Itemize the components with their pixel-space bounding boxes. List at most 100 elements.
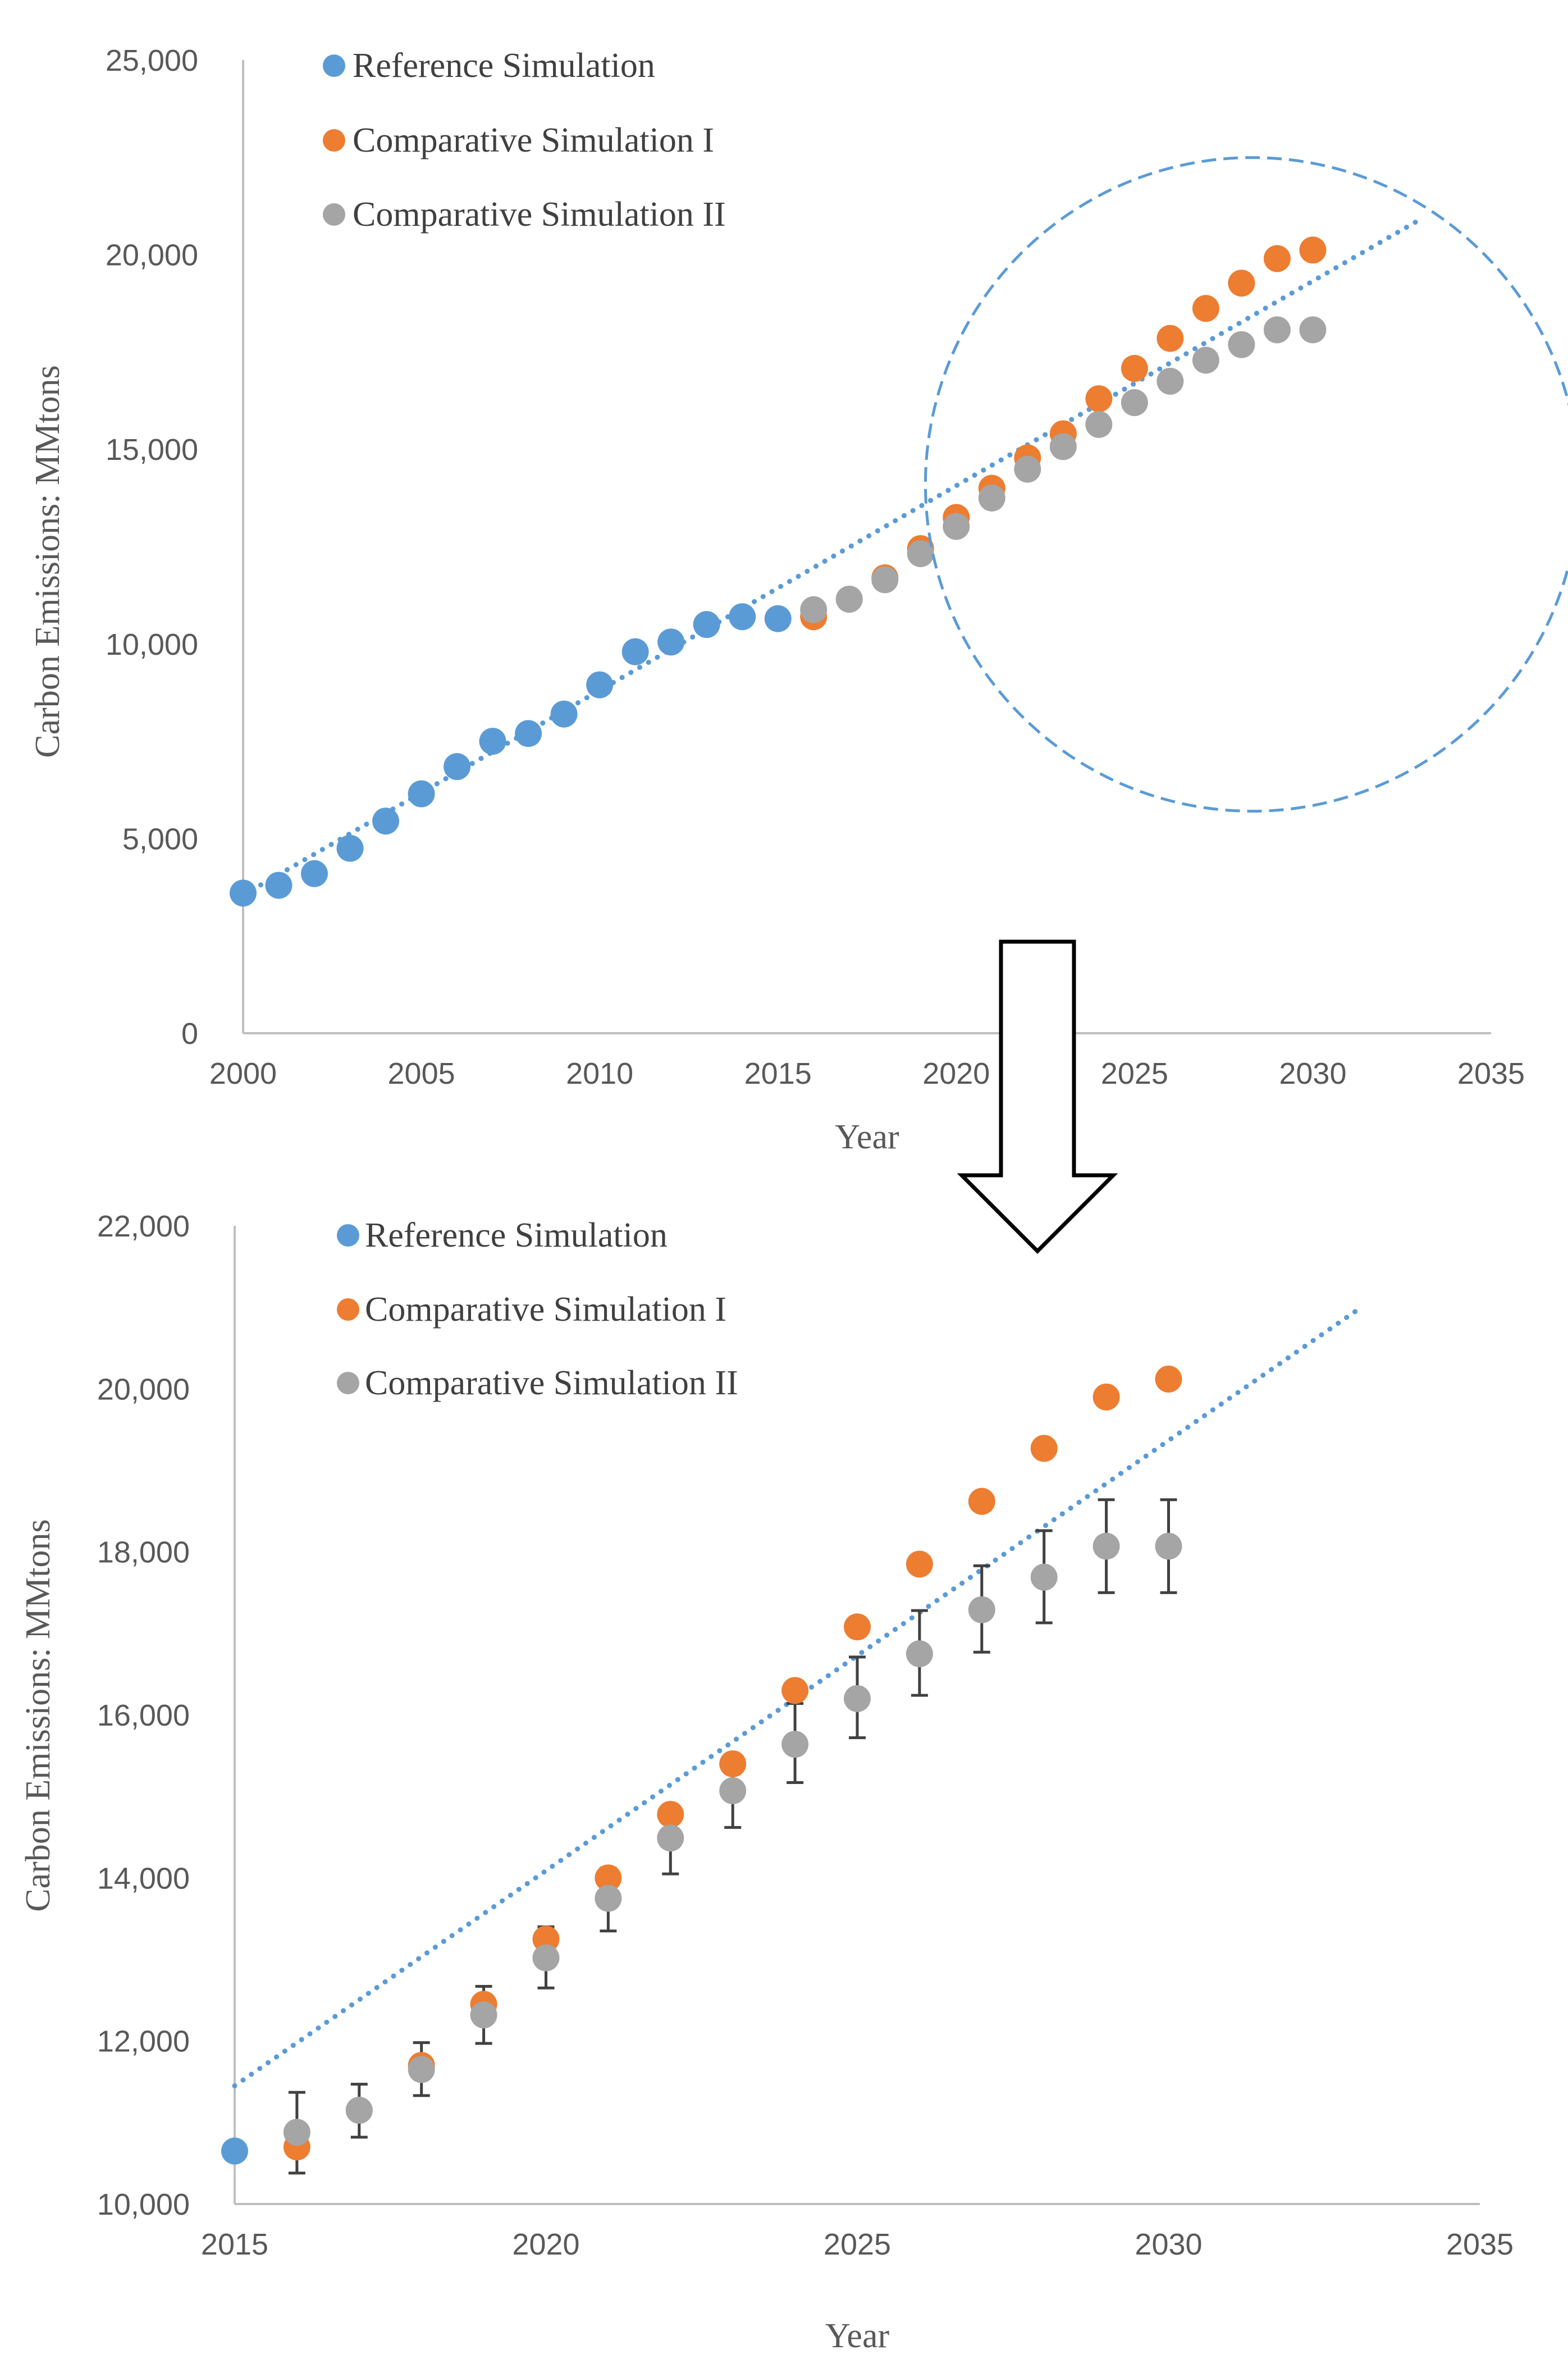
- data-point-comparative-simulation-ii: [408, 2056, 435, 2083]
- legend-label: Comparative Simulation I: [353, 121, 714, 159]
- y-tick-label: 20,000: [97, 1372, 190, 1406]
- y-tick-label: 20,000: [106, 239, 198, 272]
- down-arrow-icon: [957, 939, 1118, 1254]
- legend-marker-reference-simulation: [337, 1224, 359, 1247]
- x-tick-label: 2000: [209, 1057, 277, 1090]
- x-tick-label: 2035: [1457, 1057, 1525, 1090]
- data-point-comparative-simulation-i: [1228, 270, 1255, 297]
- data-point-reference-simulation: [301, 860, 328, 887]
- data-point-comparative-simulation-ii: [1299, 316, 1327, 344]
- x-tick-label: 2015: [201, 2228, 268, 2261]
- zoom-arrow: [957, 939, 1118, 1254]
- x-axis-title: Year: [825, 2317, 890, 2355]
- data-point-comparative-simulation-ii: [906, 1640, 933, 1668]
- data-point-reference-simulation: [515, 720, 542, 747]
- y-tick-label: 18,000: [97, 1536, 190, 1569]
- top-chart: 0 5,000 10,000 15,000 20,000 25,000 2000 2005 20…: [29, 44, 1568, 1156]
- data-point-comparative-simulation-ii: [907, 540, 934, 567]
- data-point-comparative-simulation-ii: [283, 2119, 310, 2146]
- data-point-comparative-simulation-ii: [657, 1824, 684, 1852]
- data-point-reference-simulation: [408, 780, 435, 807]
- x-tick-label: 2025: [824, 2228, 891, 2261]
- legend-marker-comparative-simulation-ii: [337, 1372, 359, 1394]
- y-tick-label: 5,000: [122, 822, 198, 856]
- data-point-comparative-simulation-ii: [532, 1944, 560, 1972]
- data-point-comparative-simulation-ii: [595, 1885, 622, 1912]
- data-point-comparative-simulation-ii: [719, 1777, 747, 1805]
- data-point-reference-simulation: [657, 628, 685, 656]
- data-point-comparative-simulation-i: [1299, 236, 1327, 264]
- data-point-comparative-simulation-ii: [871, 566, 899, 594]
- data-point-comparative-simulation-ii: [1092, 1532, 1120, 1560]
- data-point-comparative-simulation-i: [781, 1677, 809, 1704]
- x-tick-label: 2025: [1101, 1057, 1168, 1090]
- data-point-comparative-simulation-i: [1156, 325, 1184, 352]
- data-point-comparative-simulation-ii: [781, 1731, 809, 1758]
- x-tick-label: 2015: [744, 1057, 812, 1090]
- data-point-comparative-simulation-i: [968, 1488, 995, 1515]
- legend-marker-comparative-simulation-ii: [323, 203, 345, 226]
- data-point-comparative-simulation-ii: [835, 586, 863, 613]
- x-tick-label: 2035: [1446, 2228, 1514, 2261]
- legend-label: Comparative Simulation I: [365, 1290, 726, 1329]
- x-tick-label: 2020: [922, 1057, 990, 1090]
- bottom-chart: 10,000 12,000 14,000 16,000 18,000 20,000 22,0…: [19, 1210, 1514, 2355]
- data-point-comparative-simulation-ii: [844, 1685, 871, 1712]
- legend-label: Reference Simulation: [365, 1216, 668, 1254]
- data-point-comparative-simulation-i: [1030, 1435, 1058, 1462]
- data-point-comparative-simulation-ii: [1014, 455, 1041, 483]
- data-point-reference-simulation: [230, 879, 257, 907]
- y-axis-title: Carbon Emissions: MMtons: [29, 365, 67, 758]
- data-point-comparative-simulation-ii: [1155, 1532, 1182, 1560]
- legend-label: Comparative Simulation II: [365, 1364, 738, 1402]
- x-tick-label: 2005: [388, 1057, 455, 1090]
- data-point-comparative-simulation-i: [719, 1750, 747, 1778]
- data-point-reference-simulation: [693, 611, 720, 638]
- x-tick-label: 2030: [1279, 1057, 1346, 1090]
- y-tick-label: 25,000: [106, 44, 198, 77]
- data-point-comparative-simulation-ii: [1192, 346, 1219, 374]
- data-point-comparative-simulation-i: [906, 1550, 933, 1578]
- data-point-comparative-simulation-ii: [1263, 316, 1291, 344]
- data-point-reference-simulation: [764, 605, 792, 632]
- data-point-comparative-simulation-ii: [1121, 389, 1148, 417]
- data-point-comparative-simulation-ii: [1049, 433, 1077, 460]
- data-point-reference-simulation: [550, 700, 578, 728]
- y-tick-label: 16,000: [97, 1699, 190, 1732]
- data-point-comparative-simulation-ii: [968, 1596, 995, 1623]
- x-tick-label: 2030: [1135, 2228, 1202, 2261]
- data-point-comparative-simulation-ii: [1085, 410, 1113, 438]
- data-point-comparative-simulation-i: [844, 1613, 871, 1641]
- y-tick-label: 10,000: [97, 2188, 190, 2221]
- data-point-reference-simulation: [265, 871, 292, 899]
- data-point-reference-simulation: [221, 2137, 248, 2165]
- data-point-comparative-simulation-ii: [800, 596, 828, 623]
- data-point-reference-simulation: [586, 671, 614, 699]
- data-point-reference-simulation: [621, 638, 649, 665]
- data-point-comparative-simulation-i: [1155, 1365, 1182, 1393]
- data-point-reference-simulation: [479, 728, 506, 755]
- highlight-circle: [924, 156, 1568, 813]
- data-point-comparative-simulation-i: [657, 1801, 684, 1828]
- y-tick-label: 14,000: [97, 1861, 190, 1895]
- data-point-comparative-simulation-ii: [1228, 331, 1255, 358]
- data-point-comparative-simulation-i: [595, 1864, 622, 1892]
- x-tick-label: 2010: [566, 1057, 633, 1090]
- data-point-comparative-simulation-ii: [345, 2097, 373, 2124]
- data-point-comparative-simulation-i: [1192, 295, 1219, 322]
- data-point-reference-simulation: [372, 807, 400, 835]
- data-point-comparative-simulation-i: [1121, 355, 1148, 382]
- legend-marker-reference-simulation: [323, 54, 345, 77]
- legend-marker-comparative-simulation-i: [323, 129, 345, 152]
- data-point-comparative-simulation-ii: [470, 2001, 497, 2029]
- data-point-comparative-simulation-i: [1085, 385, 1113, 413]
- data-point-reference-simulation: [336, 834, 364, 862]
- legend-label: Reference Simulation: [353, 47, 655, 85]
- legend-label: Comparative Simulation II: [353, 195, 726, 234]
- y-tick-label: 0: [181, 1017, 198, 1051]
- data-point-comparative-simulation-ii: [943, 513, 970, 540]
- data-point-comparative-simulation-i: [1263, 245, 1291, 272]
- data-point-comparative-simulation-ii: [1030, 1563, 1058, 1591]
- y-tick-label: 22,000: [97, 1210, 190, 1243]
